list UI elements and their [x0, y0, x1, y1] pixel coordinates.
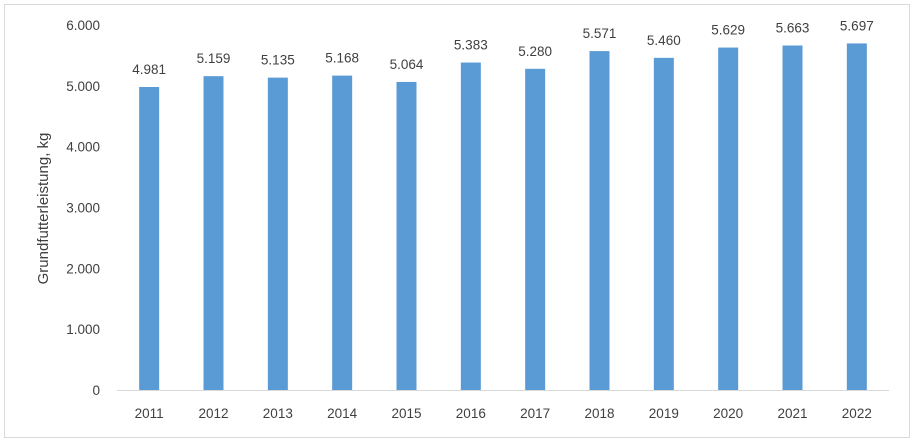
x-tick-label: 2017: [520, 406, 550, 421]
data-label: 5.135: [261, 53, 295, 68]
x-tick-label: 2012: [198, 406, 228, 421]
bar: [782, 45, 803, 391]
data-label: 5.168: [325, 51, 359, 66]
data-label: 5.663: [776, 21, 810, 36]
x-tick-label: 2022: [842, 406, 872, 421]
bar: [653, 57, 674, 390]
data-label: 5.159: [197, 51, 231, 66]
x-tick-label: 2014: [327, 406, 358, 421]
bar: [846, 43, 867, 391]
bar: [460, 62, 481, 390]
data-label: 4.981: [132, 62, 166, 77]
bars: [139, 43, 867, 391]
x-tick-label: 2020: [713, 406, 743, 421]
x-tick-label: 2018: [584, 406, 614, 421]
y-tick-label: 1.000: [66, 322, 100, 337]
bar: [203, 76, 224, 391]
x-tick-label: 2011: [135, 406, 164, 421]
data-label: 5.460: [647, 33, 681, 48]
bar: [332, 75, 353, 390]
x-tick-label: 2015: [391, 406, 421, 421]
bar: [139, 86, 160, 390]
x-axis-ticks: 2011 2012 2013 2014 2015 2016 2017 2018 2019 2020…: [135, 406, 872, 421]
y-axis-title: Grundfutterleistung, kg: [35, 133, 52, 285]
data-label: 5.064: [390, 57, 424, 72]
data-label: 5.629: [711, 23, 745, 38]
y-tick-label: 4.000: [66, 140, 100, 155]
y-tick-label: 3.000: [66, 201, 100, 216]
y-tick-label: 2.000: [66, 261, 100, 276]
x-tick-label: 2013: [263, 406, 293, 421]
bar: [589, 51, 610, 390]
x-tick-label: 2019: [649, 406, 679, 421]
data-label: 5.571: [583, 26, 617, 41]
data-labels: 4.981 5.159 5.135 5.168 5.064 5.383 5.280 5.571…: [132, 18, 873, 77]
data-label: 5.383: [454, 38, 488, 53]
x-tick-label: 2016: [456, 406, 486, 421]
bar: [525, 68, 546, 391]
y-tick-label: 6.000: [66, 18, 100, 33]
data-label: 5.697: [840, 18, 874, 33]
bar: [718, 47, 739, 391]
data-label: 5.280: [518, 44, 552, 59]
bar: [267, 77, 288, 390]
x-tick-label: 2021: [777, 406, 807, 421]
y-tick-label: 5.000: [66, 79, 100, 94]
y-axis-ticks: 0 1.000 2.000 3.000 4.000 5.000 6.000: [66, 18, 100, 398]
y-tick-label: 0: [92, 383, 100, 398]
bar: [396, 81, 417, 390]
